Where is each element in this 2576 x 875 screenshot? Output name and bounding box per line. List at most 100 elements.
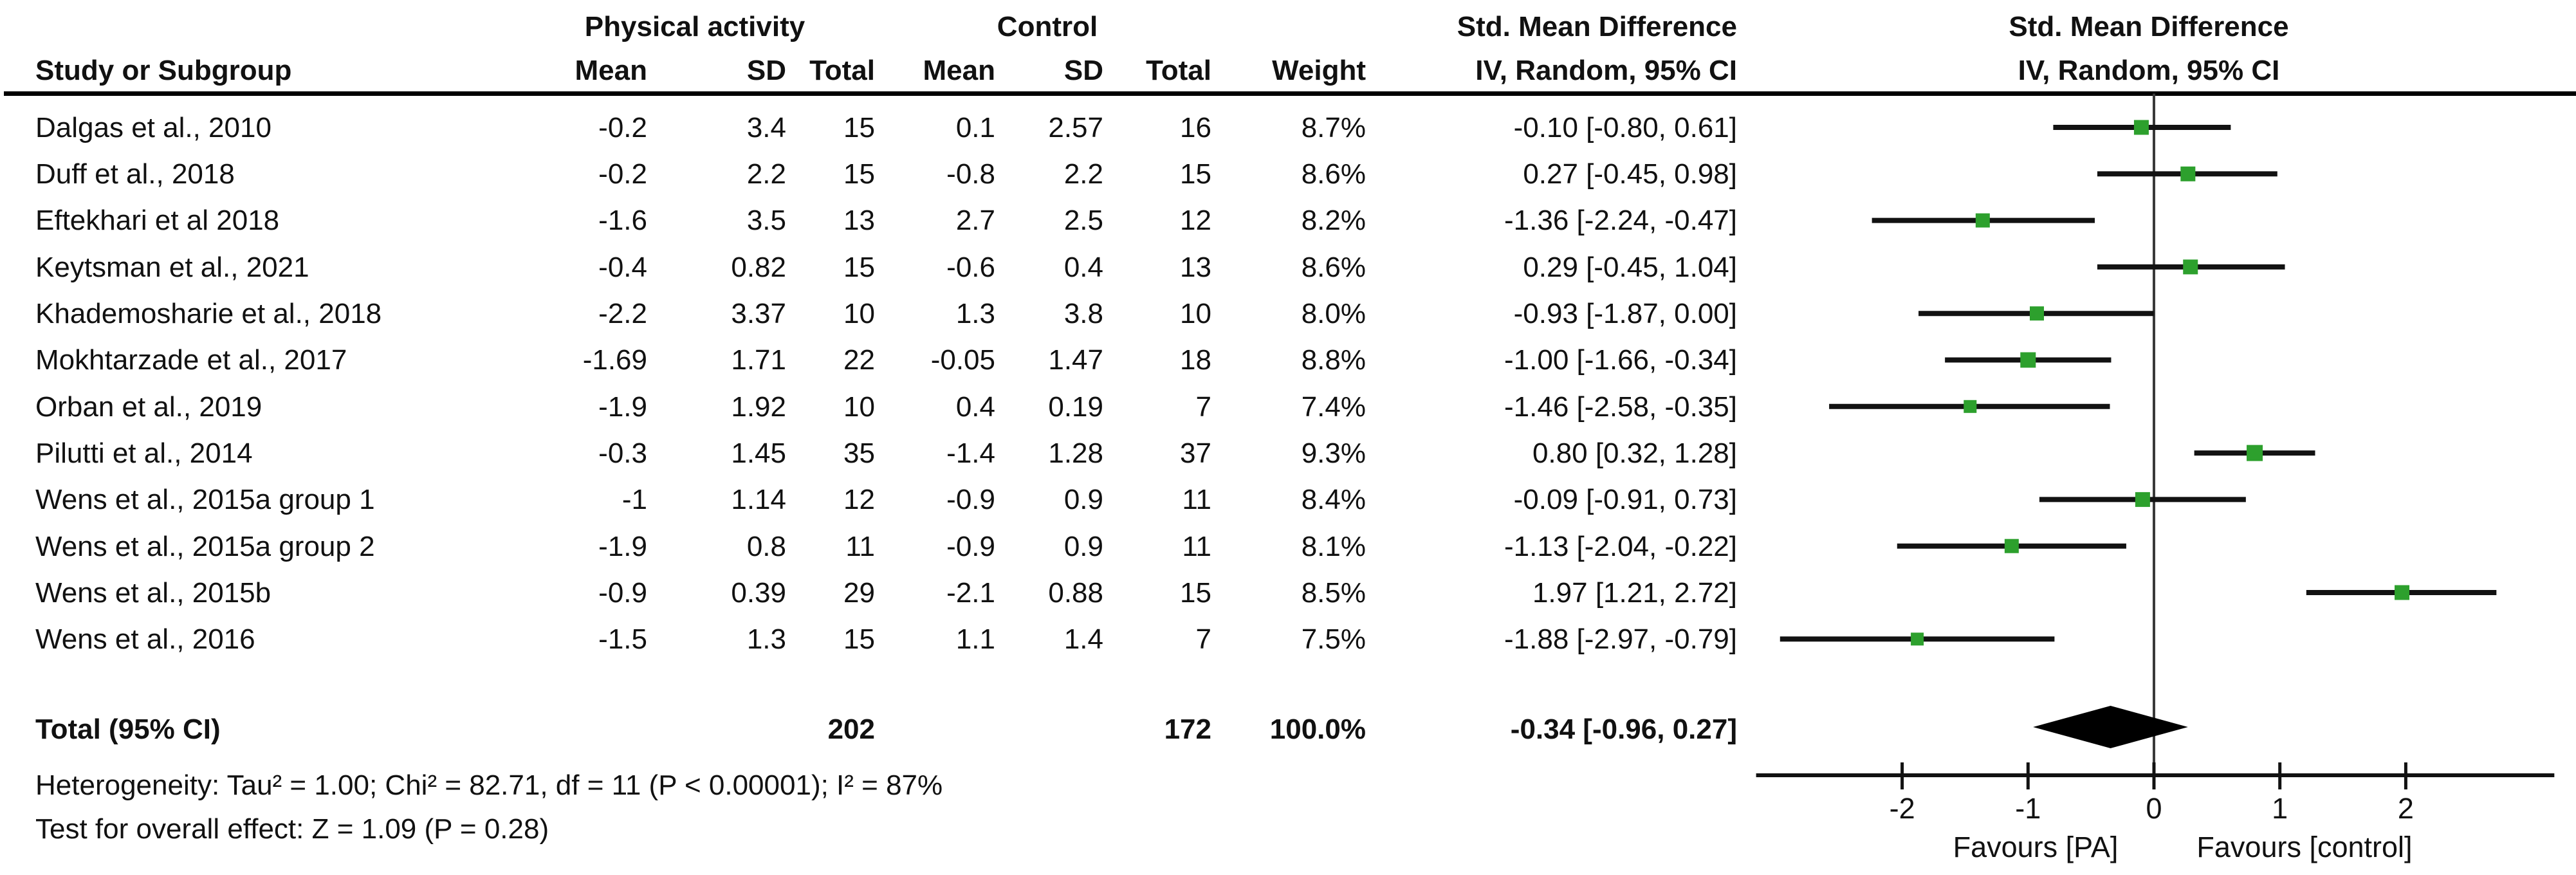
c-total: 15	[1180, 158, 1211, 190]
study-weight: 8.6%	[1301, 251, 1366, 283]
pa-sd: 0.8	[746, 530, 786, 562]
c-mean: -0.8	[946, 158, 995, 190]
c-total: 15	[1180, 576, 1211, 609]
favours-left-label: Favours [PA]	[1953, 831, 2119, 863]
effect-marker	[2183, 259, 2198, 275]
c-sd: 2.57	[1048, 111, 1103, 143]
pa-sd: 1.71	[731, 344, 786, 376]
study-label: Pilutti et al., 2014	[35, 437, 253, 469]
pa-total: 15	[843, 623, 875, 656]
study-label: Khademosharie et al., 2018	[35, 298, 382, 330]
c-mean: -0.9	[946, 530, 995, 562]
axis-tick-label: 2	[2398, 792, 2414, 825]
study-weight: 8.7%	[1301, 111, 1366, 143]
study-smd-ci: 1.97 [1.21, 2.72]	[1532, 576, 1737, 609]
effect-marker	[1964, 400, 1977, 413]
pa-mean-header: Mean	[575, 55, 647, 86]
total-label: Total (95% CI)	[35, 714, 221, 745]
group2-header: Control	[997, 11, 1098, 42]
study-weight: 8.2%	[1301, 205, 1366, 237]
study-row: Wens et al., 2015a group 1 -1 1.14 12 -0…	[0, 476, 1737, 523]
study-label: Wens et al., 2015a group 1	[35, 484, 375, 516]
effect-marker	[2029, 306, 2044, 321]
pa-mean: -2.2	[598, 298, 647, 330]
c-mean: -0.05	[930, 344, 995, 376]
study-row: Wens et al., 2015a group 2 -1.9 0.8 11 -…	[0, 523, 1737, 570]
pa-total: 15	[843, 111, 875, 143]
c-sd: 0.19	[1048, 391, 1103, 423]
effect-marker	[1975, 213, 1990, 228]
study-smd-ci: -1.88 [-2.97, -0.79]	[1504, 623, 1737, 656]
c-mean-header: Mean	[923, 55, 995, 86]
total-pa-total: 202	[827, 714, 875, 745]
pa-sd-header: SD	[746, 55, 786, 86]
study-label: Wens et al., 2015b	[35, 576, 271, 609]
overall-effect-text: Test for overall effect: Z = 1.09 (P = 0…	[35, 813, 549, 845]
study-label: Mokhtarzade et al., 2017	[35, 344, 347, 376]
pa-total: 22	[843, 344, 875, 376]
c-sd: 1.28	[1048, 437, 1103, 469]
study-weight: 8.5%	[1301, 576, 1366, 609]
study-smd-ci: 0.29 [-0.45, 1.04]	[1523, 251, 1737, 283]
study-row: Mokhtarzade et al., 2017 -1.69 1.71 22 -…	[0, 336, 1737, 383]
study-label: Wens et al., 2015a group 2	[35, 530, 375, 562]
c-sd: 0.9	[1063, 530, 1103, 562]
study-weight: 7.5%	[1301, 623, 1366, 656]
c-total: 13	[1180, 251, 1211, 283]
c-mean: -2.1	[946, 576, 995, 609]
effect-marker	[2247, 445, 2263, 461]
study-row: Duff et al., 2018 -0.2 2.2 15 -0.8 2.2 1…	[0, 151, 1737, 198]
study-label: Wens et al., 2016	[35, 623, 255, 656]
effect-marker	[1911, 632, 1924, 646]
study-label: Dalgas et al., 2010	[35, 111, 271, 143]
effect-marker	[2020, 352, 2036, 368]
pa-sd: 0.82	[731, 251, 786, 283]
c-sd: 1.47	[1048, 344, 1103, 376]
pa-mean: -1.6	[598, 205, 647, 237]
axis-tick-label: 0	[2146, 792, 2162, 825]
pa-total: 10	[843, 298, 875, 330]
study-label: Eftekhari et al 2018	[35, 205, 280, 237]
pa-total: 10	[843, 391, 875, 423]
c-mean: 2.7	[955, 205, 995, 237]
study-row: Keytsman et al., 2021 -0.4 0.82 15 -0.6 …	[0, 244, 1737, 291]
study-col-header: Study or Subgroup	[35, 55, 292, 86]
c-sd: 2.2	[1063, 158, 1103, 190]
study-smd-ci: -1.36 [-2.24, -0.47]	[1504, 205, 1737, 237]
effect-marker	[2135, 492, 2150, 507]
c-total: 11	[1182, 484, 1211, 516]
effect-marker	[2180, 166, 2196, 181]
study-row: Pilutti et al., 2014 -0.3 1.45 35 -1.4 1…	[0, 430, 1737, 477]
pa-mean: -0.2	[598, 111, 647, 143]
effect-marker	[2004, 539, 2019, 553]
c-total: 7	[1195, 623, 1211, 656]
c-total: 10	[1180, 298, 1211, 330]
pa-sd: 2.2	[746, 158, 786, 190]
study-weight: 8.1%	[1301, 530, 1366, 562]
c-total: 16	[1180, 111, 1211, 143]
pa-mean: -0.9	[598, 576, 647, 609]
header-separator	[4, 91, 2576, 96]
total-row: Total (95% CI) 202 172 100.0% -0.34 [-0.…	[0, 706, 1737, 753]
c-total: 12	[1180, 205, 1211, 237]
axis-tick-label: -2	[1890, 792, 1915, 825]
c-total: 18	[1180, 344, 1211, 376]
study-weight: 7.4%	[1301, 391, 1366, 423]
pa-mean: -1.5	[598, 623, 647, 656]
c-mean: 0.1	[955, 111, 995, 143]
study-label: Keytsman et al., 2021	[35, 251, 309, 283]
axis-tick-label: 1	[2272, 792, 2288, 825]
pa-sd: 0.39	[731, 576, 786, 609]
pa-total: 13	[843, 205, 875, 237]
c-total: 7	[1195, 391, 1211, 423]
pa-total: 15	[843, 158, 875, 190]
effect-marker	[2395, 585, 2410, 600]
study-row: Dalgas et al., 2010 -0.2 3.4 15 0.1 2.57…	[0, 104, 1737, 151]
study-smd-ci: 0.27 [-0.45, 0.98]	[1523, 158, 1737, 190]
study-smd-ci: -1.46 [-2.58, -0.35]	[1504, 391, 1737, 423]
study-smd-ci: -0.09 [-0.91, 0.73]	[1513, 484, 1737, 516]
pa-total: 29	[843, 576, 875, 609]
total-smd-ci: -0.34 [-0.96, 0.27]	[1510, 714, 1737, 745]
study-weight: 8.6%	[1301, 158, 1366, 190]
